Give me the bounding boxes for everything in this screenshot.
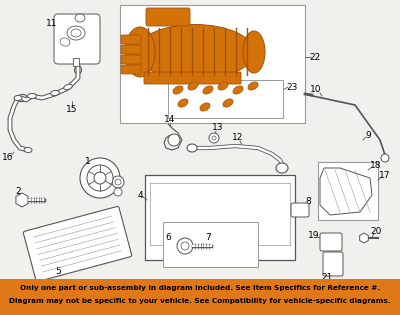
Circle shape — [177, 238, 193, 254]
Bar — [145, 175, 295, 260]
Text: 18: 18 — [370, 161, 382, 169]
Ellipse shape — [50, 90, 60, 95]
FancyBboxPatch shape — [121, 35, 141, 44]
Ellipse shape — [17, 94, 27, 101]
Text: 15: 15 — [66, 106, 78, 114]
FancyArrowPatch shape — [40, 239, 118, 260]
Text: 4: 4 — [137, 191, 143, 199]
Ellipse shape — [24, 147, 32, 152]
Ellipse shape — [248, 82, 258, 90]
Text: Diagram may not be specific to your vehicle. See Compatibility for vehicle-speci: Diagram may not be specific to your vehi… — [9, 298, 391, 304]
Ellipse shape — [223, 99, 233, 107]
Text: Only one part or sub-assembly in diagram included. See Item Specifics for Refere: Only one part or sub-assembly in diagram… — [20, 285, 380, 291]
Text: 23: 23 — [286, 83, 298, 91]
Text: 2: 2 — [15, 186, 21, 196]
Text: 9: 9 — [365, 130, 371, 140]
Text: 22: 22 — [309, 53, 321, 61]
Ellipse shape — [188, 82, 198, 90]
Ellipse shape — [200, 103, 210, 111]
Bar — [0, 279, 400, 315]
Ellipse shape — [67, 26, 85, 40]
Text: 17: 17 — [379, 170, 391, 180]
Text: 11: 11 — [46, 20, 58, 28]
Polygon shape — [320, 168, 372, 215]
Ellipse shape — [243, 31, 265, 73]
Ellipse shape — [74, 66, 82, 74]
Circle shape — [80, 158, 120, 198]
Bar — [163, 222, 258, 267]
Text: 13: 13 — [212, 123, 224, 133]
Circle shape — [87, 165, 113, 191]
FancyArrowPatch shape — [43, 251, 122, 272]
Bar — [168, 80, 283, 118]
Circle shape — [212, 136, 216, 140]
Ellipse shape — [233, 86, 243, 94]
Ellipse shape — [28, 94, 36, 99]
FancyBboxPatch shape — [23, 207, 132, 282]
FancyBboxPatch shape — [146, 8, 190, 26]
Bar — [318, 162, 378, 220]
Bar — [120, 5, 305, 123]
Text: 7: 7 — [205, 233, 211, 243]
FancyBboxPatch shape — [121, 55, 141, 64]
Ellipse shape — [218, 82, 228, 90]
Ellipse shape — [125, 27, 155, 77]
FancyBboxPatch shape — [320, 233, 342, 251]
Circle shape — [181, 242, 189, 250]
Text: 21: 21 — [321, 273, 333, 283]
Ellipse shape — [14, 95, 22, 100]
Ellipse shape — [60, 38, 70, 46]
FancyBboxPatch shape — [144, 72, 241, 84]
FancyBboxPatch shape — [323, 252, 343, 276]
Text: 1: 1 — [85, 158, 91, 167]
Text: 5: 5 — [55, 267, 61, 277]
FancyArrowPatch shape — [34, 216, 112, 237]
Circle shape — [94, 172, 106, 184]
FancyArrowPatch shape — [38, 233, 117, 255]
Text: 3: 3 — [102, 168, 108, 176]
Circle shape — [112, 176, 124, 188]
Circle shape — [381, 154, 389, 162]
Ellipse shape — [203, 86, 213, 94]
Ellipse shape — [276, 163, 288, 173]
Text: 19: 19 — [308, 231, 320, 239]
Text: 12: 12 — [232, 134, 244, 142]
Text: 14: 14 — [164, 116, 176, 124]
Text: 20: 20 — [370, 227, 382, 237]
FancyArrowPatch shape — [35, 222, 114, 243]
FancyBboxPatch shape — [121, 65, 141, 74]
Text: 6: 6 — [165, 233, 171, 243]
Ellipse shape — [187, 144, 197, 152]
Ellipse shape — [173, 86, 183, 94]
Ellipse shape — [75, 14, 85, 22]
Text: 8: 8 — [305, 198, 311, 207]
Circle shape — [114, 188, 122, 196]
Circle shape — [115, 179, 121, 185]
Bar — [73, 58, 79, 66]
Text: 10: 10 — [310, 85, 322, 94]
FancyBboxPatch shape — [121, 45, 141, 54]
FancyBboxPatch shape — [54, 14, 100, 64]
FancyArrowPatch shape — [41, 245, 120, 266]
Ellipse shape — [136, 25, 254, 79]
Ellipse shape — [64, 84, 72, 90]
FancyBboxPatch shape — [291, 203, 309, 217]
Ellipse shape — [178, 99, 188, 107]
Ellipse shape — [71, 29, 81, 37]
Circle shape — [209, 133, 219, 143]
FancyArrowPatch shape — [37, 228, 115, 249]
Text: 16: 16 — [2, 153, 14, 163]
Circle shape — [168, 134, 180, 146]
